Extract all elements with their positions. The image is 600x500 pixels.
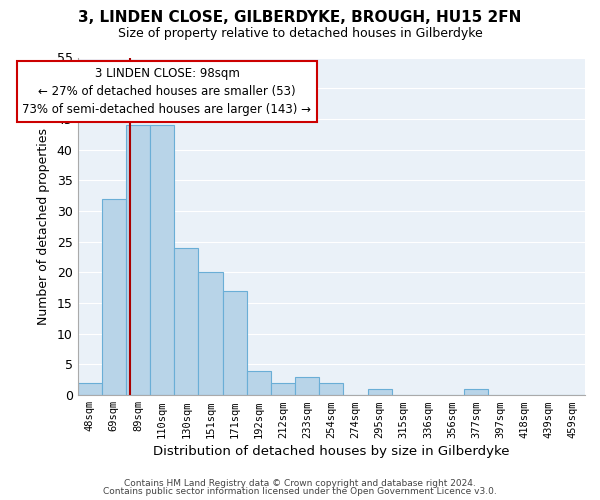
Text: 3 LINDEN CLOSE: 98sqm
← 27% of detached houses are smaller (53)
73% of semi-deta: 3 LINDEN CLOSE: 98sqm ← 27% of detached … — [22, 66, 311, 116]
Bar — [126, 125, 150, 395]
Bar — [319, 383, 343, 395]
Bar — [77, 383, 102, 395]
Text: Contains HM Land Registry data © Crown copyright and database right 2024.: Contains HM Land Registry data © Crown c… — [124, 478, 476, 488]
Bar — [271, 383, 295, 395]
Bar — [368, 389, 392, 395]
Text: Contains public sector information licensed under the Open Government Licence v3: Contains public sector information licen… — [103, 488, 497, 496]
Bar — [174, 248, 199, 395]
Bar — [199, 272, 223, 395]
Bar — [223, 291, 247, 395]
Text: 3, LINDEN CLOSE, GILBERDYKE, BROUGH, HU15 2FN: 3, LINDEN CLOSE, GILBERDYKE, BROUGH, HU1… — [79, 10, 521, 25]
Bar — [150, 125, 174, 395]
X-axis label: Distribution of detached houses by size in Gilberdyke: Distribution of detached houses by size … — [153, 444, 509, 458]
Bar — [464, 389, 488, 395]
Bar — [247, 370, 271, 395]
Bar — [102, 198, 126, 395]
Bar — [295, 377, 319, 395]
Text: Size of property relative to detached houses in Gilberdyke: Size of property relative to detached ho… — [118, 28, 482, 40]
Y-axis label: Number of detached properties: Number of detached properties — [37, 128, 50, 325]
